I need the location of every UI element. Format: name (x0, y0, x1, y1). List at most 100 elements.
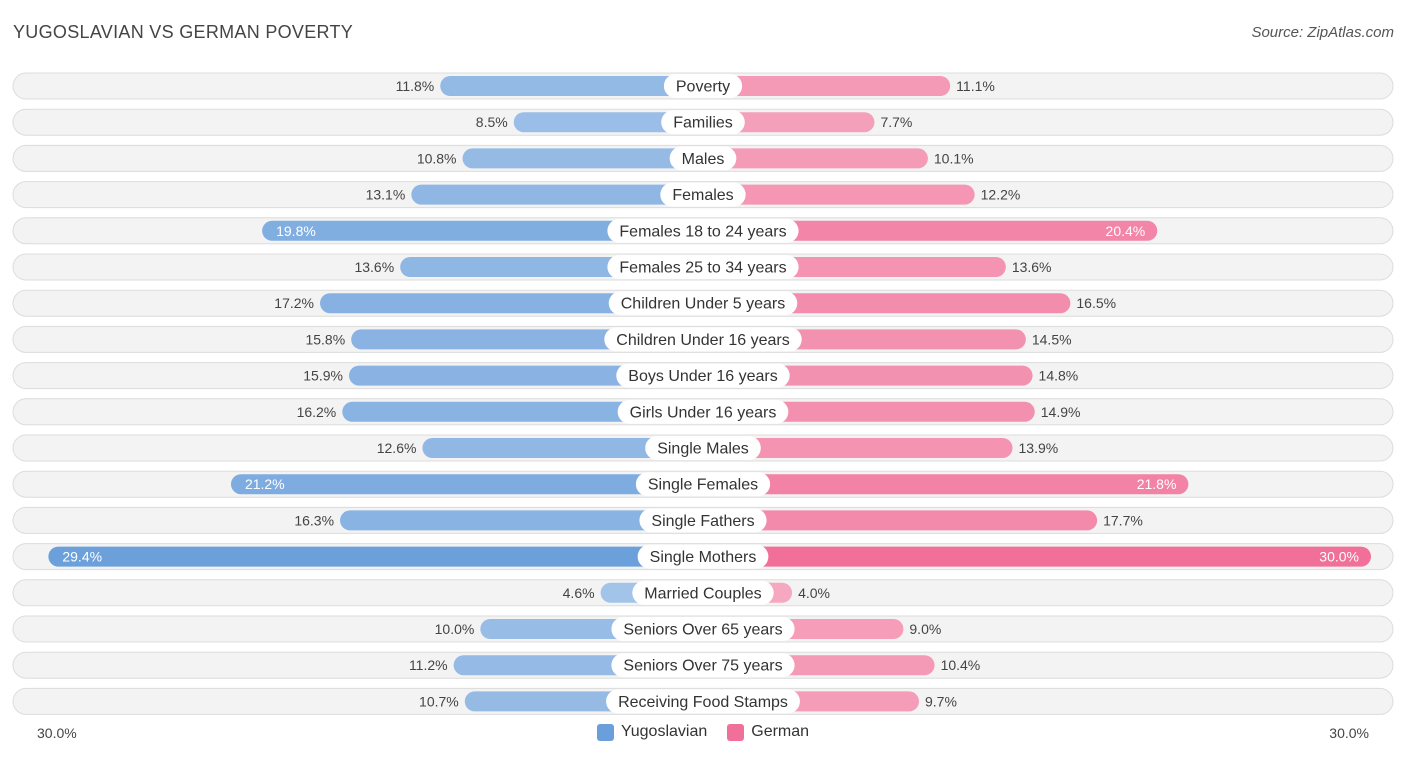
category-label: Girls Under 16 years (630, 404, 777, 421)
value-label-yugoslavian: 17.2% (274, 295, 314, 311)
category-pill (617, 399, 789, 424)
category-pill (608, 291, 798, 316)
axis-left-label: 30.0% (37, 725, 77, 741)
category-pill (616, 363, 790, 388)
category-label: Single Males (657, 441, 749, 458)
bar-yugoslavian (422, 438, 703, 458)
value-label-german: 16.5% (1076, 295, 1116, 311)
value-label-yugoslavian: 11.2% (409, 657, 448, 673)
row-children-under-16-years: 15.8% 14.5% Children Under 16 years (12, 325, 1394, 353)
value-label-yugoslavian: 11.8% (396, 78, 435, 94)
row-single-males: 12.6% 13.9% Single Males (12, 434, 1394, 462)
value-label-german: 14.8% (1039, 368, 1079, 384)
row-females-25-to-34-years: 13.6% 13.6% Females 25 to 34 years (12, 253, 1394, 281)
bar-german (703, 474, 1189, 495)
category-pill (663, 74, 743, 98)
row-families: 8.5% 7.7% Families (12, 108, 1394, 136)
value-label-yugoslavian: 16.2% (297, 404, 337, 420)
category-pill (611, 653, 795, 678)
row-females: 13.1% 12.2% Females (12, 181, 1394, 209)
category-pill (606, 689, 800, 714)
legend-label-yugoslavian: Yugoslavian (620, 723, 708, 740)
category-pill (669, 146, 737, 171)
value-label-german: 10.4% (941, 657, 981, 673)
bar-german (703, 546, 1371, 567)
legend-swatch-german (727, 723, 745, 741)
chart-source: Source: ZipAtlas.com (1251, 24, 1394, 41)
bar-yugoslavian (262, 220, 703, 241)
value-label-german: 14.9% (1041, 404, 1081, 420)
row-poverty: 11.8% 11.1% Poverty (12, 72, 1394, 100)
row-males: 10.8% 10.1% Males (12, 144, 1394, 172)
category-label: Families (673, 115, 733, 132)
category-pill (637, 544, 769, 569)
bar-yugoslavian (340, 510, 703, 531)
value-label-yugoslavian: 10.7% (419, 693, 459, 709)
value-label-yugoslavian: 12.6% (377, 440, 417, 456)
category-label: Single Fathers (651, 513, 754, 530)
legend-item-german: German (727, 723, 809, 741)
category-label: Males (682, 151, 725, 168)
category-label: Females (672, 187, 733, 204)
bar-yugoslavian (342, 401, 703, 422)
bar-yugoslavian (462, 148, 703, 169)
category-label: Seniors Over 75 years (623, 658, 782, 675)
category-pill (607, 255, 799, 279)
axis-right-label: 30.0% (1329, 725, 1369, 741)
row-children-under-5-years: 17.2% 16.5% Children Under 5 years (12, 289, 1394, 317)
bar-german (703, 220, 1158, 241)
row-seniors-over-65-years: 10.0% 9.0% Seniors Over 65 years (12, 615, 1394, 643)
value-label-german: 4.0% (798, 585, 830, 601)
legend-item-yugoslavian: Yugoslavian (596, 723, 708, 741)
bar-german (703, 76, 951, 96)
bar-german (703, 510, 1098, 531)
value-label-yugoslavian: 19.8% (276, 223, 316, 239)
legend-label-german: German (751, 723, 810, 740)
bar-yugoslavian (513, 112, 703, 133)
value-label-yugoslavian: 29.4% (62, 549, 102, 565)
value-label-german: 14.5% (1032, 331, 1072, 347)
bar-german (703, 148, 928, 169)
value-label-german: 13.6% (1012, 259, 1052, 275)
bar-yugoslavian (48, 546, 704, 567)
row-boys-under-16-years: 15.9% 14.8% Boys Under 16 years (12, 362, 1394, 390)
value-label-german: 11.1% (956, 78, 995, 94)
category-label: Married Couples (644, 585, 761, 602)
value-label-german: 13.9% (1019, 440, 1059, 456)
value-label-german: 20.4% (1106, 223, 1146, 239)
value-label-yugoslavian: 16.3% (294, 512, 334, 528)
category-label: Seniors Over 65 years (623, 622, 782, 639)
category-pill (635, 472, 771, 497)
category-label: Children Under 5 years (621, 296, 786, 313)
bar-yugoslavian (411, 184, 703, 205)
category-pill (607, 218, 799, 243)
category-pill (645, 436, 761, 460)
row-single-females: 21.2% 21.8% Single Females (12, 470, 1394, 498)
bar-german (703, 112, 875, 133)
row-married-couples: 4.6% 4.0% Married Couples (12, 579, 1394, 607)
category-pill (639, 508, 767, 533)
value-label-german: 30.0% (1319, 549, 1359, 565)
row-seniors-over-75-years: 11.2% 10.4% Seniors Over 75 years (12, 651, 1394, 679)
category-label: Receiving Food Stamps (618, 694, 788, 711)
category-label: Single Mothers (650, 549, 757, 566)
category-label: Females 18 to 24 years (619, 223, 786, 240)
category-pill (632, 580, 774, 605)
category-label: Single Females (648, 477, 758, 494)
value-label-yugoslavian: 4.6% (563, 585, 595, 601)
bar-german (703, 438, 1013, 458)
bar-yugoslavian (230, 474, 704, 495)
legend-swatch-yugoslavian (596, 723, 614, 741)
row-single-mothers: 29.4% 30.0% Single Mothers (12, 543, 1394, 571)
value-label-yugoslavian: 21.2% (245, 476, 285, 492)
legend: Yugoslavian German (0, 723, 1406, 741)
category-label: Children Under 16 years (616, 332, 789, 349)
value-label-yugoslavian: 13.1% (366, 187, 406, 203)
value-label-yugoslavian: 10.0% (435, 621, 475, 637)
category-pill (611, 617, 795, 641)
value-label-german: 17.7% (1103, 512, 1143, 528)
chart-title: YUGOSLAVIAN VS GERMAN POVERTY (13, 22, 354, 42)
bar-yugoslavian (440, 76, 703, 96)
value-label-german: 9.0% (909, 621, 941, 637)
